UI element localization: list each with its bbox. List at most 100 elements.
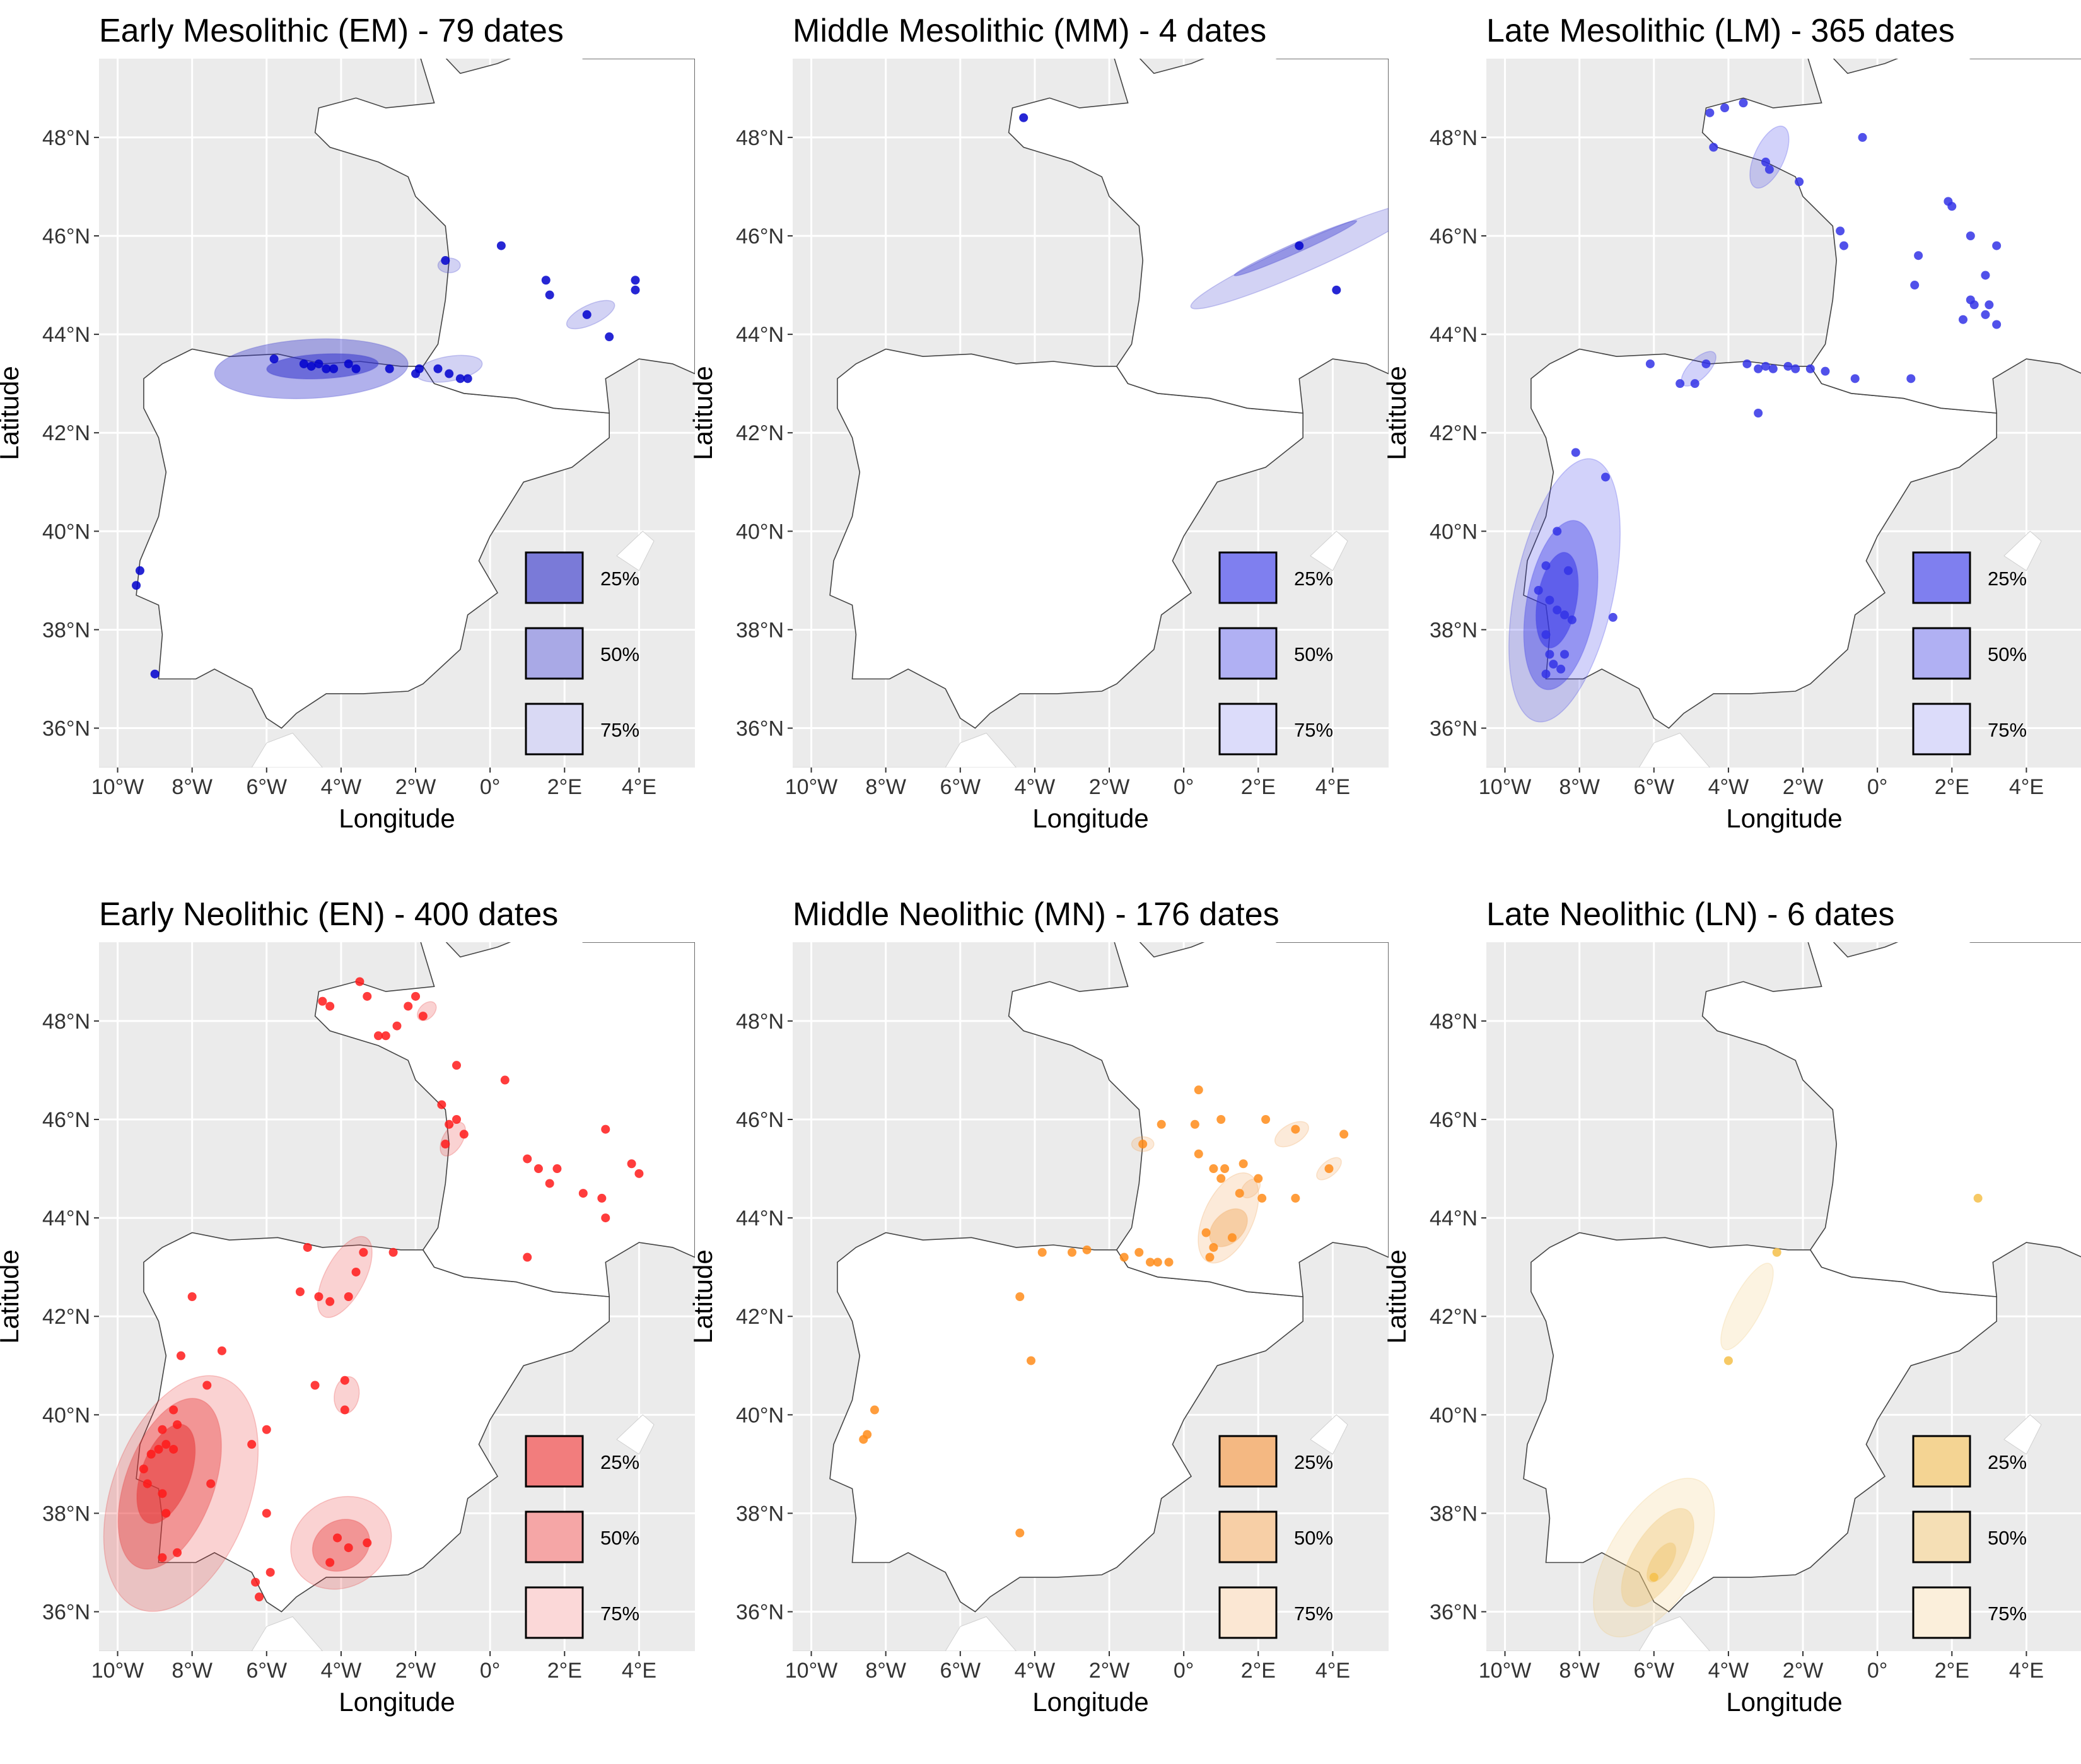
date-point — [314, 1292, 324, 1301]
date-point — [437, 1100, 446, 1109]
x-tick-label: 4°W — [1015, 775, 1056, 799]
legend-label: 75% — [1294, 1603, 1333, 1625]
y-tick-label: 48°N — [1430, 126, 1478, 150]
density-contour-75 — [317, 1235, 373, 1318]
density-contour-25 — [1535, 552, 1579, 649]
legend-key-75 — [1912, 1586, 1971, 1639]
date-point — [1291, 1193, 1300, 1203]
date-point — [1553, 527, 1562, 536]
y-tick-label: 46°N — [1430, 1108, 1478, 1132]
plot-area — [99, 942, 695, 1651]
legend-key-25 — [525, 1435, 584, 1488]
date-point — [1761, 361, 1770, 371]
date-point — [601, 1213, 610, 1223]
map-panel-4: Early Neolithic (EN) - 400 dates 25% 50% 75… — [0, 896, 695, 1717]
date-point — [169, 1405, 178, 1415]
date-point — [1969, 300, 1979, 310]
date-point — [1992, 320, 2002, 329]
x-tick-label: 8°W — [865, 775, 906, 799]
x-tick-label: 4°E — [1315, 1659, 1350, 1683]
date-point — [631, 285, 640, 295]
date-point — [631, 276, 640, 285]
date-point — [870, 1405, 879, 1415]
date-point — [545, 1179, 554, 1188]
panel-title: Middle Mesolithic (MM) - 4 dates — [793, 13, 1266, 49]
date-point — [418, 1012, 428, 1021]
date-point — [299, 359, 308, 368]
date-point — [433, 364, 443, 373]
date-point — [161, 1509, 171, 1518]
date-point — [251, 1577, 260, 1587]
x-tick-label: 0° — [1867, 775, 1888, 799]
y-axis-title: Latitude — [688, 366, 718, 460]
date-point — [1209, 1242, 1218, 1252]
date-point — [158, 1553, 167, 1562]
date-point — [1541, 669, 1551, 679]
y-tick-label: 36°N — [42, 717, 90, 741]
density-contour-50 — [1233, 219, 1358, 277]
date-point — [132, 581, 141, 590]
x-tick-label: 4°W — [1015, 1659, 1056, 1683]
legend-key-25 — [1218, 551, 1278, 604]
date-point — [1959, 315, 1967, 324]
y-tick-label: 42°N — [1430, 421, 1478, 445]
date-point — [1194, 1149, 1203, 1159]
date-point — [1850, 374, 1860, 383]
plot-area — [1486, 942, 2081, 1651]
legend-label: 75% — [1988, 1603, 2027, 1625]
date-point — [1254, 1174, 1263, 1183]
date-point — [414, 364, 424, 373]
date-point — [169, 1444, 178, 1454]
date-point — [306, 361, 316, 371]
y-axis-title: Latitude — [0, 366, 24, 460]
y-tick-label: 38°N — [1430, 618, 1478, 642]
date-point — [859, 1435, 868, 1444]
date-point — [310, 1381, 320, 1390]
date-point — [363, 1538, 372, 1548]
legend-label: 50% — [600, 643, 639, 665]
land-iberia — [1523, 1232, 1998, 1613]
date-point — [1534, 586, 1543, 595]
date-point — [176, 1351, 185, 1360]
x-tick-label: 10°W — [91, 1659, 144, 1683]
legend-label: 25% — [1988, 568, 2027, 590]
date-point — [1209, 1164, 1218, 1174]
date-point — [1858, 132, 1867, 142]
date-point — [295, 1287, 305, 1297]
date-point — [1216, 1115, 1226, 1124]
x-tick-label: 2°E — [1241, 1659, 1276, 1683]
date-point — [545, 290, 554, 300]
y-tick-label: 46°N — [1430, 225, 1478, 248]
x-tick-label: 8°W — [1559, 1659, 1600, 1683]
legend-key-75 — [525, 1586, 584, 1639]
density-contour-75 — [1198, 1172, 1259, 1264]
x-tick-label: 2°E — [1241, 775, 1276, 799]
date-point — [1676, 379, 1685, 388]
panel-title: Early Neolithic (EN) - 400 dates — [99, 896, 558, 933]
date-point — [1216, 1174, 1226, 1183]
land-balearic — [2003, 530, 2042, 571]
x-tick-label: 0° — [1174, 775, 1194, 799]
date-point — [1649, 1572, 1658, 1582]
plot-area — [793, 59, 1389, 768]
date-point — [1761, 157, 1770, 166]
date-point — [158, 1489, 167, 1498]
y-tick-label: 44°N — [42, 1206, 90, 1230]
density-contour-75 — [1749, 126, 1790, 189]
date-point — [1981, 310, 1990, 319]
land-africa — [99, 732, 324, 768]
date-point — [1906, 374, 1916, 383]
date-point — [262, 1509, 271, 1518]
date-point — [605, 332, 614, 342]
y-tick-label: 40°N — [1430, 1403, 1478, 1427]
legend-label: 50% — [1988, 1527, 2027, 1549]
y-axis-title: Latitude — [1382, 1249, 1411, 1343]
date-point — [314, 359, 324, 368]
date-point — [1914, 251, 1923, 260]
density-contour-75 — [290, 1495, 392, 1590]
date-point — [1205, 1253, 1215, 1262]
y-tick-label: 38°N — [42, 1502, 90, 1526]
density-contour-75 — [1274, 1121, 1309, 1148]
date-point — [1601, 472, 1610, 482]
y-tick-label: 36°N — [1430, 1601, 1478, 1625]
